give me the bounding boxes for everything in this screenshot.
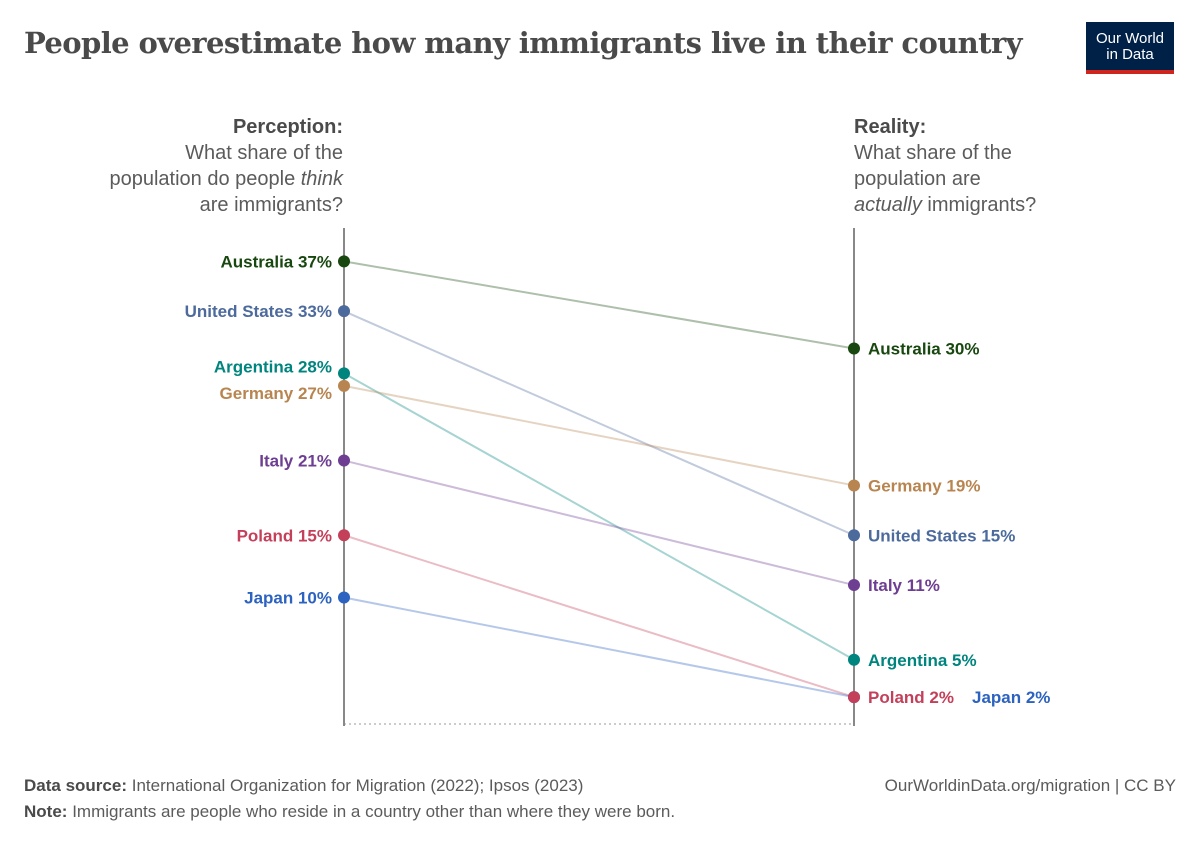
note-text: Immigrants are people who reside in a co… [72, 802, 676, 821]
left-axis-heading: Perception: What share of the population… [100, 114, 343, 218]
slope-line-japan [343, 596, 855, 699]
left-axis-title: Perception: [232, 116, 343, 138]
source-text: International Organization for Migration… [131, 776, 584, 795]
chart-title: People overestimate how many immigrants … [24, 26, 1022, 60]
label-reality-germany: Germany 19% [868, 476, 980, 495]
left-axis-subtitle: What share of the population do people [109, 142, 343, 190]
note: Note: Immigrants are people who reside i… [24, 802, 675, 822]
slope-line-poland [343, 534, 855, 699]
point-perception-italy [338, 454, 350, 467]
slope-line-australia [343, 260, 855, 350]
label-reality-argentina: Argentina 5% [868, 651, 977, 670]
point-reality-united-states [848, 529, 860, 542]
slope-line-united-states [343, 310, 855, 537]
right-axis-emphasis: actually [854, 194, 922, 216]
label-perception-argentina: Argentina 28% [214, 357, 332, 376]
note-label: Note: [24, 802, 68, 821]
label-perception-poland: Poland 15% [237, 526, 332, 545]
point-perception-poland [338, 529, 350, 542]
point-reality-italy [848, 579, 860, 592]
source-url[interactable]: OurWorldinData.org/migration | CC BY [884, 776, 1176, 795]
label-reality-japan: Japan 2% [972, 688, 1050, 707]
label-reality-poland: Poland 2% [868, 688, 954, 707]
label-reality-united-states: United States 15% [868, 526, 1015, 545]
data-source: Data source: International Organization … [24, 776, 583, 796]
point-perception-japan [338, 591, 350, 604]
right-axis-heading: Reality: What share of the population ar… [854, 114, 1054, 218]
left-axis-subtitle-end: are immigrants? [199, 194, 343, 216]
point-perception-argentina [338, 367, 350, 380]
right-axis-subtitle: What share of the population are [854, 142, 1012, 190]
source-label: Data source: [24, 776, 127, 795]
logo-line2: in Data [1106, 46, 1154, 63]
label-perception-japan: Japan 10% [244, 589, 332, 608]
left-axis-emphasis: think [300, 168, 343, 190]
label-perception-germany: Germany 27% [220, 384, 332, 403]
logo-line1: Our World [1095, 30, 1165, 47]
label-perception-australia: Australia 37% [221, 252, 333, 271]
label-perception-italy: Italy 21% [259, 452, 332, 471]
point-perception-australia [338, 255, 350, 268]
owid-logo[interactable]: Our World in Data [1086, 22, 1174, 74]
label-reality-italy: Italy 11% [868, 576, 940, 595]
point-reality-poland [848, 691, 860, 704]
right-axis-subtitle-end: immigrants? [921, 194, 1037, 216]
slope-line-argentina [343, 372, 855, 661]
label-reality-australia: Australia 30% [868, 340, 980, 359]
point-reality-australia [848, 342, 860, 355]
label-perception-united-states: United States 33% [185, 302, 332, 321]
point-perception-united-states [338, 305, 350, 318]
slope-line-italy [343, 459, 855, 587]
point-perception-germany [338, 379, 350, 392]
right-axis-title: Reality: [854, 116, 927, 138]
point-reality-argentina [848, 653, 860, 666]
slope-line-germany [343, 384, 855, 487]
point-reality-germany [848, 479, 860, 492]
